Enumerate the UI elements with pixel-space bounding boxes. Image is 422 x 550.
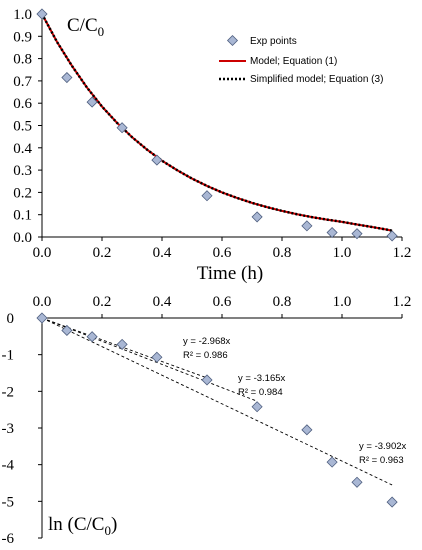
top-y-tick-label: 0.9 [13, 29, 32, 45]
ln-point [36, 312, 48, 324]
trend-2-equation: y = -3.165x [238, 373, 286, 384]
top-y-axis-ticks: 0.0 0.1 0.2 0.3 0.4 0.5 0.6 0.7 0.8 0.9 1.0 [13, 7, 42, 246]
top-y-tick-label: 0.7 [13, 74, 32, 90]
top-y-label-main: C/C [67, 15, 98, 36]
exp-point [326, 226, 338, 239]
trendline-3 [41, 317, 393, 486]
top-y-tick-label: 0.4 [13, 141, 32, 157]
exp-point [61, 71, 73, 84]
top-y-tick-label: 0.1 [13, 208, 32, 224]
top-y-label: C/C0 [67, 15, 104, 39]
bottom-x-axis-ticks: 0.0 0.2 0.4 0.6 0.8 1.0 1.2 [33, 294, 412, 318]
legend-label-simplified: Simplified model; Equation (3) [250, 74, 383, 85]
top-x-label: Time (h) [197, 263, 263, 284]
bottom-y-axis-ticks: 0 -1 -2 -3 -4 -5 -6 [2, 311, 42, 547]
bottom-y-tick-label: -3 [2, 421, 15, 437]
bottom-y-tick-label: 0 [7, 311, 15, 327]
trend-1-r2: R² = 0.986 [183, 350, 228, 361]
ln-point [351, 476, 363, 488]
top-x-tick-label: 0.0 [33, 245, 52, 261]
ln-point [61, 324, 73, 337]
legend-marker-exp [226, 34, 239, 47]
top-x-tick-label: 0.8 [273, 245, 292, 261]
top-x-tick-label: 0.2 [93, 245, 112, 261]
bottom-y-label-main: ln (C/C [48, 514, 104, 535]
bottom-points [36, 312, 398, 508]
top-y-label-subscript: 0 [98, 24, 105, 39]
top-y-tick-label: 1.0 [13, 7, 32, 23]
bottom-x-tick-label: 0.6 [213, 294, 232, 310]
model-equation-1-line [41, 13, 393, 232]
top-y-tick-label: 0.2 [13, 185, 32, 201]
ln-point [116, 338, 128, 350]
exp-point [301, 220, 313, 232]
bottom-chart: 0 -1 -2 -3 -4 -5 -6 0.0 0.2 0.4 0.6 0.8 1.0 1.2 y = … [2, 294, 412, 547]
trend-1-equation: y = -2.968x [183, 336, 231, 347]
exp-point [201, 190, 213, 202]
legend-label-model: Model; Equation (1) [250, 56, 337, 67]
bottom-y-tick-label: -5 [2, 494, 15, 510]
top-series [36, 8, 398, 242]
bottom-x-tick-label: 1.0 [333, 294, 352, 310]
trend-3-r2: R² = 0.963 [359, 455, 404, 466]
bottom-y-tick-label: -6 [2, 531, 15, 547]
ln-point [386, 496, 398, 508]
ln-point [151, 351, 163, 363]
top-x-tick-label: 1.0 [333, 245, 352, 261]
top-chart: 0.0 0.1 0.2 0.3 0.4 0.5 0.6 0.7 0.8 0.9 1.0 0.0 0.2… [13, 7, 411, 284]
bottom-y-label: ln (C/C0) [48, 514, 117, 538]
exp-point [251, 211, 263, 223]
ln-point [326, 456, 338, 468]
bottom-y-label-subscript: 0 [104, 523, 111, 538]
ln-point [301, 424, 313, 436]
bottom-x-tick-label: 0.0 [33, 294, 52, 310]
bottom-y-tick-label: -4 [2, 458, 15, 474]
trend-3-equation: y = -3.902x [359, 441, 407, 452]
bottom-y-tick-label: -1 [2, 348, 15, 364]
bottom-y-label-close: ) [111, 514, 117, 535]
exp-point [36, 8, 48, 20]
top-y-tick-label: 0.8 [13, 52, 32, 68]
exp-point [86, 96, 98, 108]
simplified-model-equation-3-line [40, 13, 393, 232]
bottom-x-tick-label: 1.2 [393, 294, 412, 310]
bottom-x-tick-label: 0.2 [93, 294, 112, 310]
top-x-tick-label: 0.4 [153, 245, 172, 261]
ln-point [86, 331, 98, 343]
top-legend: Exp points Model; Equation (1) Simplifie… [219, 34, 383, 85]
ln-point [201, 374, 213, 386]
top-y-tick-label: 0.0 [13, 230, 32, 246]
trend-2-r2: R² = 0.984 [238, 387, 283, 398]
bottom-y-tick-label: -2 [2, 384, 15, 400]
bottom-x-tick-label: 0.8 [273, 294, 292, 310]
top-x-tick-label: 0.6 [213, 245, 232, 261]
top-x-tick-label: 1.2 [393, 245, 412, 261]
top-x-axis-ticks: 0.0 0.2 0.4 0.6 0.8 1.0 1.2 [33, 237, 412, 261]
exp-point [351, 228, 363, 240]
top-y-tick-label: 0.3 [13, 163, 32, 179]
top-y-tick-label: 0.6 [13, 96, 32, 112]
exp-point [386, 230, 398, 242]
bottom-x-tick-label: 0.4 [153, 294, 172, 310]
exp-point [116, 122, 128, 134]
legend-label-exp: Exp points [250, 36, 297, 47]
top-y-tick-label: 0.5 [13, 119, 32, 135]
ln-point [251, 401, 263, 413]
exp-point [151, 154, 163, 166]
